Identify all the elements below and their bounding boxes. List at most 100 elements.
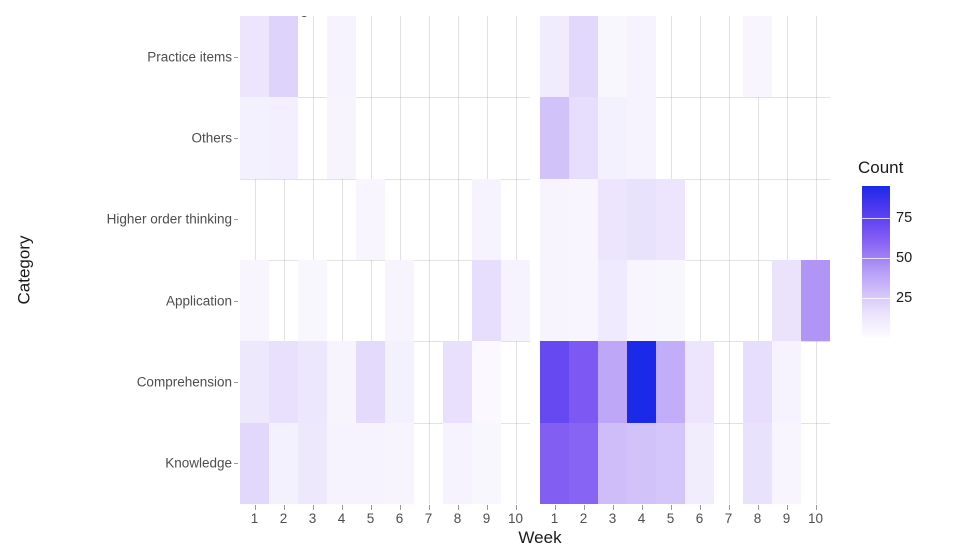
heatmap-cell (501, 260, 530, 342)
gridline-vertical (342, 16, 343, 504)
y-axis-tick-labels: Practice items Others Higher order thinkin… (0, 0, 232, 540)
y-axis-tick-label: Higher order thinking (106, 211, 232, 227)
x-axis-tick-label: 7 (424, 511, 433, 526)
x-axis-tick-mark (787, 505, 788, 510)
y-axis-tick-label: Comprehension (136, 374, 232, 390)
x-axis-tick-mark (284, 505, 285, 510)
heatmap-cell (240, 341, 269, 423)
x-axis-tick-mark (429, 505, 430, 510)
legend-tick-mark (862, 258, 890, 259)
heatmap-cell (327, 422, 356, 504)
heatmap-cell (656, 178, 685, 260)
heatmap-cell (598, 97, 627, 179)
x-axis-tick-label: 3 (308, 511, 317, 526)
y-axis-tick-mark (234, 382, 238, 383)
x-axis-tick-mark (584, 505, 585, 510)
heatmap-cell (269, 422, 298, 504)
heatmap-cell (443, 341, 472, 423)
heatmap-cell (540, 97, 569, 179)
heatmap-cell (772, 260, 801, 342)
heatmap-cell (472, 178, 501, 260)
x-axis-tick-label: 2 (279, 511, 288, 526)
x-axis-tick-mark (613, 505, 614, 510)
heatmap-cell (627, 16, 656, 98)
heatmap-cell (356, 422, 385, 504)
legend-colorbar (862, 186, 890, 338)
heatmap-cell (327, 341, 356, 423)
panel-high-mathematical-foundation: High Mathematical Foundation (240, 16, 530, 504)
x-axis-tick-label: 10 (507, 511, 524, 526)
gridline-vertical (729, 16, 730, 504)
heatmap-cell (627, 422, 656, 504)
x-axis-tick-label: 1 (550, 511, 559, 526)
gridline-horizontal (240, 178, 530, 180)
gridline-horizontal (540, 260, 830, 261)
x-axis-tick-mark (400, 505, 401, 510)
heatmap-cell (327, 16, 356, 98)
legend: Count 75 50 25 (858, 158, 958, 338)
panel-title-high: High Mathematical Foundation (240, 16, 530, 18)
x-axis-tick-label: 9 (782, 511, 791, 526)
heatmap-cell (540, 422, 569, 504)
heatmap-cell (327, 97, 356, 179)
heatmap-cell (627, 260, 656, 342)
heatmap-cell (656, 260, 685, 342)
gridline-vertical (700, 16, 701, 504)
y-axis-tick-mark (234, 219, 238, 221)
heatmap-cell (772, 422, 801, 504)
heatmap-cell (269, 97, 298, 179)
gridline-vertical (458, 16, 459, 504)
y-axis-tick-label: Others (191, 130, 232, 146)
legend-colorbar-wrap: 75 50 25 (858, 186, 940, 338)
x-axis-tick-mark (313, 505, 314, 510)
x-axis-tick-label: 8 (753, 511, 762, 526)
heatmap-cell (356, 178, 385, 260)
heatmap-cell (240, 260, 269, 342)
x-axis-tick-mark (671, 505, 672, 510)
heatmap-cell (443, 422, 472, 504)
heatmap-cell (685, 422, 714, 504)
x-axis-tick-mark (487, 505, 488, 510)
heatmap-cell (385, 422, 414, 504)
heatmap-cell (385, 260, 414, 342)
heatmap-cell (772, 341, 801, 423)
x-axis-tick-label: 8 (453, 511, 462, 526)
y-axis-tick-label: Practice items (147, 49, 232, 65)
heatmap-cell (598, 178, 627, 260)
heatmap-cell (743, 16, 772, 98)
heatmap-cell (356, 341, 385, 423)
heatmap-cell (569, 341, 598, 423)
x-axis-tick-label: 6 (395, 511, 404, 526)
x-axis-tick-label: 9 (482, 511, 491, 526)
x-axis-tick-label: 5 (666, 511, 675, 526)
legend-tick-mark (862, 218, 890, 219)
legend-tick-label: 50 (896, 250, 913, 266)
legend-tick-label: 75 (896, 210, 913, 226)
heatmap-cell (240, 16, 269, 98)
gridline-vertical (371, 16, 372, 504)
x-axis-tick-mark (458, 505, 459, 510)
x-axis-title: Week (518, 528, 562, 547)
heatmap-cell (627, 178, 656, 260)
x-axis-tick-mark (700, 505, 701, 510)
x-axis-tick-label: 5 (366, 511, 375, 526)
y-axis-tick-mark (234, 300, 238, 302)
x-axis-tick-mark (371, 505, 372, 510)
legend-tick-label: 25 (896, 290, 913, 306)
heatmap-cell (540, 178, 569, 260)
y-axis-tick-mark (234, 138, 238, 139)
heatmap-cell (269, 341, 298, 423)
gridline-vertical (758, 16, 759, 504)
gridline-horizontal (540, 178, 830, 180)
heatmap-cell (472, 341, 501, 423)
heatmap-cell (685, 341, 714, 423)
x-axis-tick-mark (342, 505, 343, 510)
panel-title-low: Low Mathematical Foundation (540, 16, 830, 18)
heatmap-cell (540, 260, 569, 342)
heatmap-cell (598, 341, 627, 423)
x-axis-tick-mark (729, 505, 730, 510)
heatmap-cell (569, 260, 598, 342)
gridline-vertical (429, 16, 430, 504)
heatmap-cell (656, 341, 685, 423)
